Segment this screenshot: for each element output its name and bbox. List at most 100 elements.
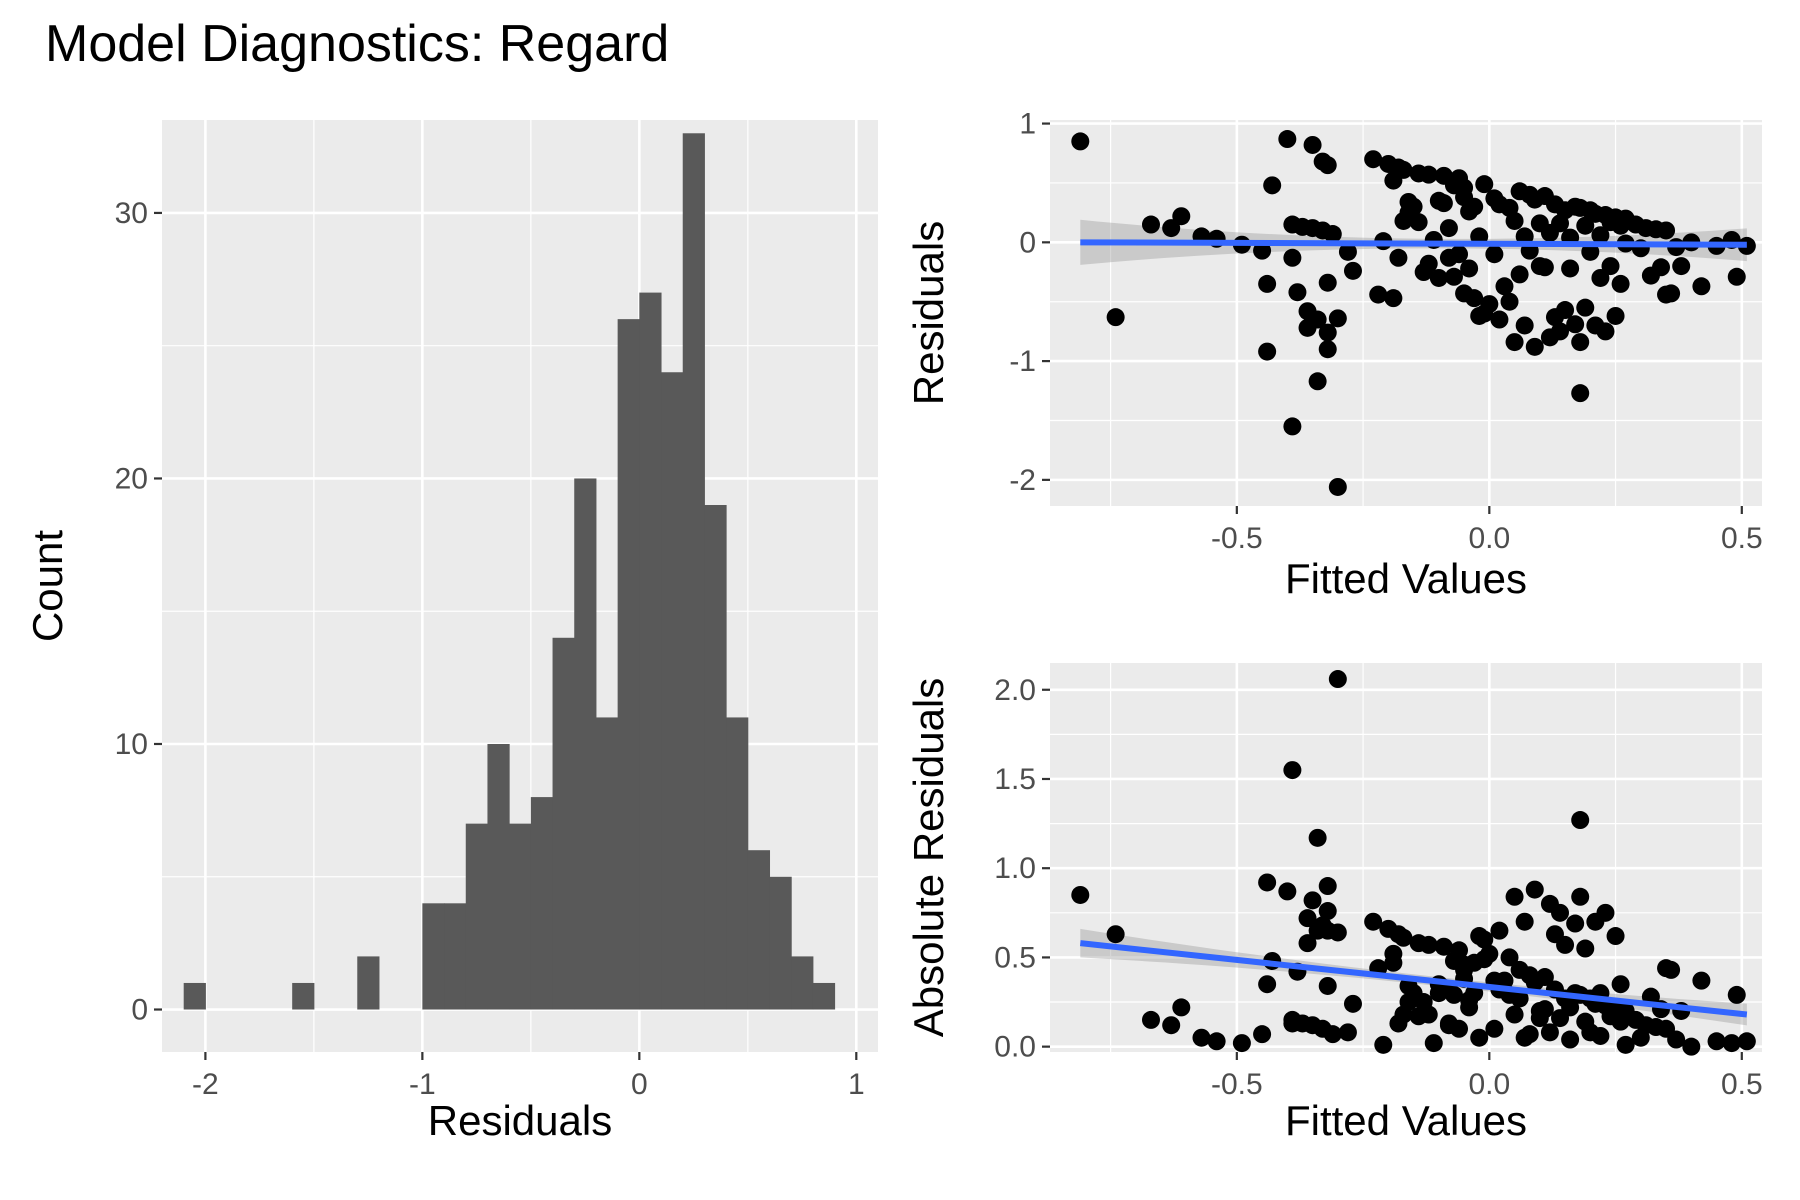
x-tick-label: -0.5 bbox=[1211, 522, 1263, 555]
scatter-point bbox=[1551, 322, 1570, 341]
scatter-point bbox=[1561, 259, 1580, 278]
histogram-bar bbox=[552, 637, 575, 1010]
x-tick-label: 0.5 bbox=[1721, 522, 1763, 555]
scatter-point bbox=[1283, 761, 1302, 780]
scatter-point bbox=[1071, 885, 1090, 904]
scatter-point bbox=[1480, 944, 1499, 963]
scatter-point bbox=[1500, 292, 1519, 311]
scatter-point bbox=[1490, 921, 1509, 940]
scatter-point bbox=[1343, 261, 1362, 280]
scatter-point bbox=[1556, 301, 1575, 320]
scatter-point bbox=[1389, 248, 1408, 267]
histogram-bar bbox=[574, 478, 597, 1010]
scatter-point bbox=[1429, 268, 1448, 287]
scatter-point bbox=[1465, 197, 1484, 216]
scatter-point bbox=[1460, 998, 1479, 1017]
scatter-point bbox=[1419, 165, 1438, 184]
scatter-point bbox=[1258, 873, 1277, 892]
scatter-point bbox=[1596, 903, 1615, 922]
scatter-point bbox=[1510, 265, 1529, 284]
scatter-point bbox=[1616, 1035, 1635, 1054]
scatter-point bbox=[1470, 1028, 1489, 1047]
scatter-point bbox=[1298, 934, 1317, 953]
abs-residuals-scatter-panel: -0.5 0.0 0.5 0.0 0.5 1.0 1.5 2.0 Fitted Values Ab… bbox=[905, 663, 1763, 1144]
scatter-point bbox=[1258, 274, 1277, 293]
scatter-point bbox=[1535, 1000, 1554, 1019]
scatter-point bbox=[1601, 257, 1620, 276]
y-axis-title: Count bbox=[24, 530, 71, 642]
scatter-point bbox=[1606, 927, 1625, 946]
histogram-bar bbox=[422, 903, 445, 1010]
scatter-point bbox=[1596, 322, 1615, 341]
scatter-point bbox=[1525, 337, 1544, 356]
scatter-point bbox=[1561, 998, 1580, 1017]
histogram-bar bbox=[465, 823, 488, 1010]
scatter-point bbox=[1495, 277, 1514, 296]
scatter-point bbox=[1505, 211, 1524, 230]
scatter-point bbox=[1328, 670, 1347, 689]
scatter-point bbox=[1318, 323, 1337, 342]
x-axis-title: Residuals bbox=[428, 1097, 612, 1144]
scatter-point bbox=[1106, 308, 1125, 327]
y-axis-title: Absolute Residuals bbox=[905, 678, 952, 1038]
scatter-point bbox=[1253, 241, 1272, 260]
histogram-bar bbox=[769, 876, 792, 1010]
scatter-point bbox=[1485, 1019, 1504, 1038]
scatter-point bbox=[1551, 903, 1570, 922]
scatter-point bbox=[1692, 277, 1711, 296]
scatter-point bbox=[1172, 207, 1191, 226]
scatter-point bbox=[1465, 289, 1484, 308]
histogram-bar bbox=[183, 982, 206, 1010]
scatter-point bbox=[1364, 912, 1383, 931]
scatter-point bbox=[1652, 258, 1671, 277]
scatter-point bbox=[1303, 891, 1322, 910]
scatter-point bbox=[1581, 242, 1600, 261]
scatter-point bbox=[1207, 1032, 1226, 1051]
x-tick-label: 0.0 bbox=[1468, 1068, 1510, 1101]
scatter-point bbox=[1404, 197, 1423, 216]
histogram-bar bbox=[357, 956, 380, 1010]
scatter-point bbox=[1232, 1034, 1251, 1053]
scatter-point bbox=[1611, 975, 1630, 994]
scatter-point bbox=[1288, 283, 1307, 302]
histogram-bar bbox=[444, 903, 467, 1010]
scatter-point bbox=[1722, 1034, 1741, 1053]
scatter-point bbox=[1439, 219, 1458, 238]
x-tick-label: -2 bbox=[192, 1068, 219, 1101]
scatter-point bbox=[1384, 953, 1403, 972]
data-marks bbox=[183, 133, 836, 1010]
scatter-point bbox=[1308, 372, 1327, 391]
scatter-point bbox=[1515, 227, 1534, 246]
scatter-point bbox=[1480, 295, 1499, 314]
scatter-point bbox=[1535, 258, 1554, 277]
scatter-point bbox=[1318, 877, 1337, 896]
scatter-point bbox=[1172, 998, 1191, 1017]
x-tick-label: 0.0 bbox=[1468, 522, 1510, 555]
grid-lines bbox=[1050, 120, 1762, 506]
data-marks bbox=[1071, 670, 1756, 1056]
scatter-point bbox=[1298, 909, 1317, 928]
scatter-point bbox=[1369, 285, 1388, 304]
scatter-point bbox=[1318, 273, 1337, 292]
regression-line bbox=[1079, 940, 1748, 1018]
axes: -0.5 0.0 0.5 0.0 0.5 1.0 1.5 2.0 Fitted Values Ab… bbox=[905, 674, 1763, 1144]
scatter-point bbox=[1561, 1030, 1580, 1049]
scatter-point bbox=[1737, 236, 1756, 255]
y-tick-label: 1.0 bbox=[994, 852, 1036, 885]
y-tick-label: 30 bbox=[115, 197, 148, 230]
scatter-point bbox=[1308, 310, 1327, 329]
scatter-point bbox=[1328, 477, 1347, 496]
scatter-point bbox=[1460, 259, 1479, 278]
scatter-point bbox=[1576, 298, 1595, 317]
scatter-point bbox=[1611, 274, 1630, 293]
scatter-point bbox=[1682, 1037, 1701, 1056]
x-tick-label: 0 bbox=[631, 1068, 648, 1101]
scatter-point bbox=[1323, 225, 1342, 244]
scatter-point bbox=[1283, 248, 1302, 267]
scatter-point bbox=[1591, 226, 1610, 245]
scatter-point bbox=[1662, 284, 1681, 303]
scatter-point bbox=[1278, 130, 1297, 149]
scatter-point bbox=[1505, 1005, 1524, 1024]
